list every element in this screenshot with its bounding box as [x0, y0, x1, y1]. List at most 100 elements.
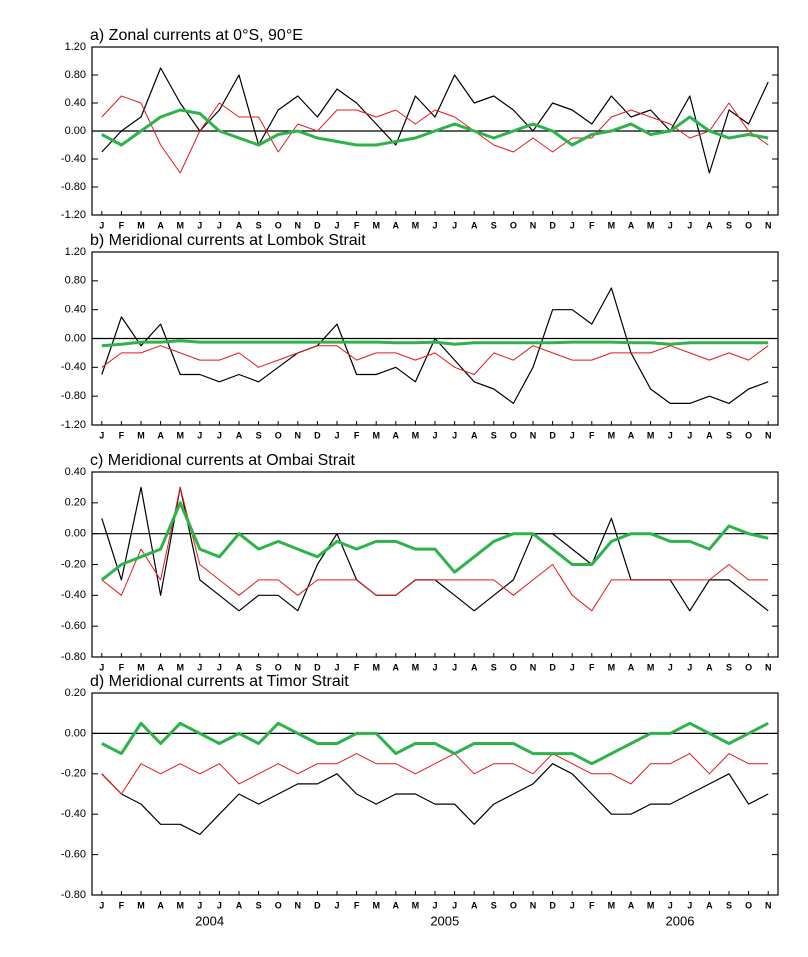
series-line [101, 108, 769, 147]
x-tick-label: J [432, 220, 437, 230]
x-tick-label: A [706, 220, 713, 230]
y-tick-label: 1.20 [65, 41, 86, 53]
x-tick-label: D [314, 900, 321, 910]
x-tick-label: A [157, 220, 164, 230]
x-tick-label: M [647, 220, 655, 230]
x-tick-label: A [628, 900, 635, 910]
y-tick-label: -0.20 [61, 768, 86, 780]
series-line [101, 721, 769, 766]
x-tick-label: D [549, 430, 556, 440]
x-tick-label: S [491, 220, 497, 230]
x-tick-label: J [99, 662, 104, 672]
x-tick-label: N [530, 900, 537, 910]
x-tick-label: D [314, 220, 321, 230]
x-tick-label: M [647, 430, 655, 440]
x-tick-label: J [668, 220, 673, 230]
x-tick-label: J [570, 220, 575, 230]
x-tick-label: S [491, 430, 497, 440]
x-tick-label: J [570, 430, 575, 440]
x-tick-label: F [354, 900, 360, 910]
y-tick-label: -0.40 [61, 589, 86, 601]
y-tick-label: 0.00 [65, 727, 86, 739]
plot-frame [91, 251, 779, 426]
x-tick-label: J [99, 900, 104, 910]
x-tick-label: M [137, 662, 145, 672]
x-tick-label: N [530, 220, 537, 230]
x-tick-label: J [432, 662, 437, 672]
x-tick-label: J [99, 220, 104, 230]
x-tick-label: S [726, 662, 732, 672]
x-tick-label: S [256, 220, 262, 230]
series-line [101, 753, 769, 795]
x-tick-label: J [452, 220, 457, 230]
y-tick-label: 0.40 [65, 304, 86, 316]
x-tick-label: F [589, 220, 595, 230]
y-tick-label: 0.40 [65, 466, 86, 478]
x-tick-label: M [412, 220, 420, 230]
x-tick-label: A [393, 220, 400, 230]
x-tick-label: F [589, 662, 595, 672]
x-tick-label: A [628, 430, 635, 440]
x-tick-label: M [176, 662, 184, 672]
x-tick-label: D [549, 900, 556, 910]
x-tick-label: J [197, 430, 202, 440]
chart-title: d) Meridional currents at Timor Strait [90, 673, 349, 690]
x-tick-label: M [608, 662, 616, 672]
x-tick-label: J [687, 662, 692, 672]
series-line [101, 763, 769, 835]
plot-frame [91, 471, 779, 658]
x-tick-label: F [119, 900, 125, 910]
x-tick-label: A [393, 430, 400, 440]
x-tick-label: N [295, 662, 302, 672]
y-tick-label: -0.40 [61, 361, 86, 373]
x-tick-label: J [687, 430, 692, 440]
x-tick-label: A [157, 430, 164, 440]
year-label: 2005 [430, 913, 459, 928]
x-tick-label: S [491, 662, 497, 672]
x-tick-label: N [295, 430, 302, 440]
x-tick-label: S [256, 900, 262, 910]
x-tick-label: A [471, 220, 478, 230]
x-tick-label: F [119, 430, 125, 440]
series-line [101, 287, 769, 404]
chart-title: c) Meridional currents at Ombai Strait [90, 452, 356, 469]
x-tick-label: O [745, 430, 752, 440]
x-tick-label: M [372, 662, 380, 672]
y-tick-label: -0.60 [61, 849, 86, 861]
x-tick-label: M [137, 900, 145, 910]
x-tick-label: J [452, 662, 457, 672]
x-tick-label: J [334, 220, 339, 230]
chart-title: a) Zonal currents at 0°S, 90°E [90, 27, 303, 44]
x-tick-label: J [668, 430, 673, 440]
x-tick-label: A [471, 662, 478, 672]
series-line [101, 67, 769, 174]
y-tick-label: 0.00 [65, 125, 86, 137]
x-tick-label: M [608, 220, 616, 230]
x-tick-label: O [745, 900, 752, 910]
x-tick-label: N [765, 430, 772, 440]
x-tick-label: S [726, 900, 732, 910]
x-tick-label: M [608, 430, 616, 440]
x-tick-label: J [334, 900, 339, 910]
y-tick-label: -1.20 [61, 209, 86, 221]
x-tick-label: J [668, 900, 673, 910]
year-label: 2004 [195, 913, 224, 928]
year-label: 2006 [666, 913, 695, 928]
x-tick-label: J [217, 662, 222, 672]
x-tick-label: N [530, 662, 537, 672]
x-tick-label: J [452, 900, 457, 910]
chart-title: b) Meridional currents at Lombok Strait [90, 232, 366, 249]
x-tick-label: J [432, 430, 437, 440]
x-tick-label: A [628, 220, 635, 230]
x-tick-label: N [765, 220, 772, 230]
y-tick-label: -0.80 [61, 181, 86, 193]
x-tick-label: J [217, 220, 222, 230]
x-tick-label: F [589, 430, 595, 440]
x-tick-label: A [236, 662, 243, 672]
series-line [101, 95, 769, 174]
series-line [101, 486, 769, 612]
x-tick-label: M [647, 900, 655, 910]
y-tick-label: 0.20 [65, 687, 86, 699]
x-tick-label: M [372, 430, 380, 440]
